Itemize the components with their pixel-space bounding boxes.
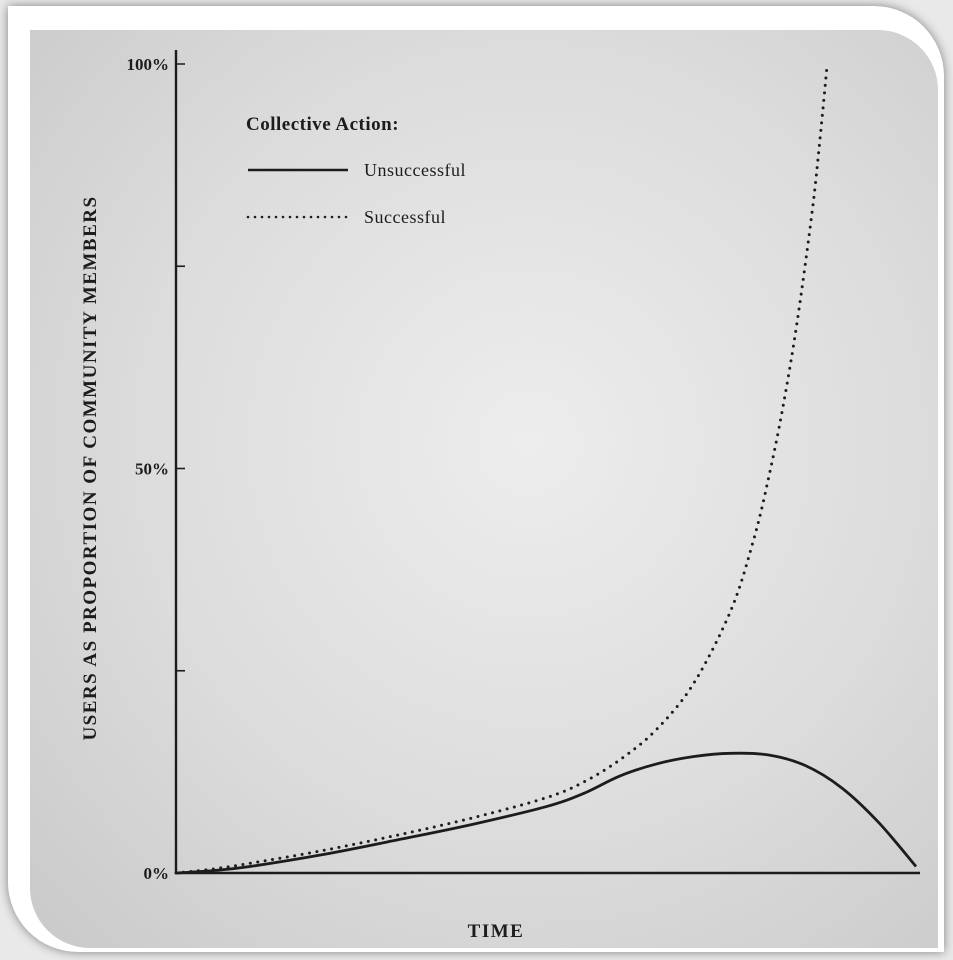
- legend-title: Collective Action:: [246, 114, 399, 135]
- series-line-successful: [174, 62, 829, 875]
- chart-photo: 0% 50% 100% Collective Action: Unsuccessful…: [30, 30, 938, 948]
- y-tick-label: 100%: [127, 55, 170, 74]
- series-layer: [174, 62, 918, 875]
- series-line-unsuccessful: [175, 751, 918, 875]
- line-chart: 0% 50% 100% Collective Action: Unsuccessful…: [80, 50, 920, 942]
- legend-label-unsuccessful: Unsuccessful: [364, 160, 466, 180]
- photo-frame: 0% 50% 100% Collective Action: Unsuccessful…: [8, 6, 944, 952]
- y-tick-label: 0%: [144, 864, 170, 883]
- y-tick-label: 50%: [135, 460, 169, 479]
- y-axis-title: USERS AS PROPORTION OF COMMUNITY MEMBERS: [80, 195, 101, 740]
- y-axis-ticks: 0% 50% 100%: [127, 55, 185, 883]
- legend-label-successful: Successful: [364, 207, 446, 227]
- x-axis-title: TIME: [468, 921, 525, 942]
- chart-axes: [174, 50, 920, 875]
- legend: Collective Action: Unsuccessful Successful: [246, 114, 466, 227]
